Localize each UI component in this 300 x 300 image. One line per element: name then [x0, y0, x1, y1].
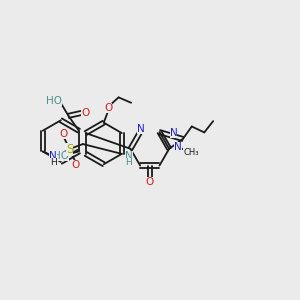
Text: S: S [66, 143, 73, 156]
Text: O: O [104, 103, 112, 113]
Text: H: H [125, 158, 132, 167]
Text: N: N [137, 124, 145, 134]
Text: HO: HO [53, 151, 69, 161]
Text: N: N [125, 151, 133, 161]
Text: H: H [50, 158, 57, 167]
Text: O: O [71, 160, 80, 170]
Text: HO: HO [46, 96, 62, 106]
Text: CH₃: CH₃ [183, 148, 199, 157]
Text: N: N [49, 151, 57, 161]
Text: O: O [59, 129, 68, 139]
Text: N: N [170, 128, 177, 137]
Text: O: O [81, 108, 89, 118]
Text: N: N [175, 142, 182, 152]
Text: O: O [146, 178, 154, 188]
